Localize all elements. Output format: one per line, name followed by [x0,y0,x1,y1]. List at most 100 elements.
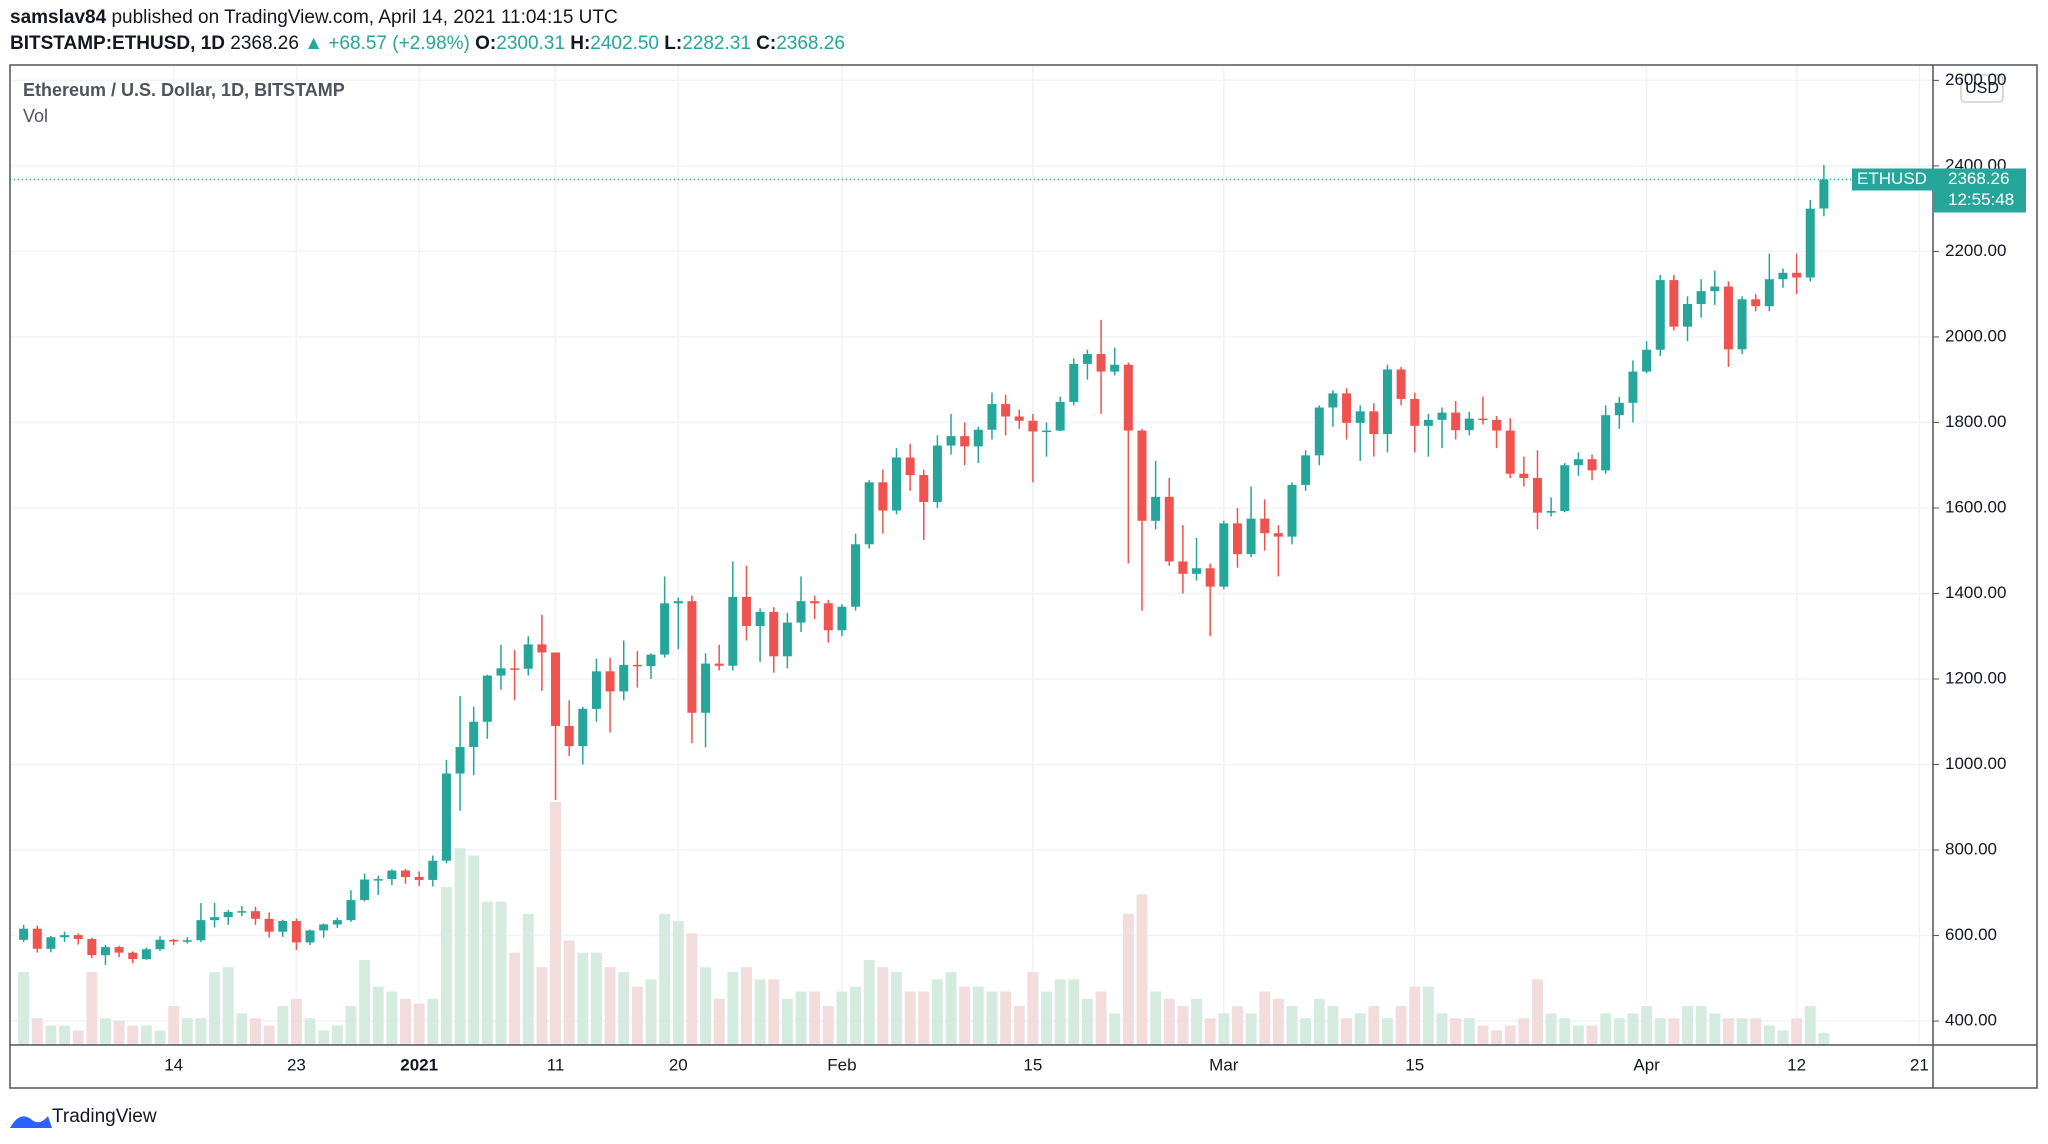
candle-body [373,879,383,881]
candle-body [823,603,833,631]
volume-bar [140,1025,152,1045]
volume-bar [440,887,452,1045]
candle-body [1573,459,1583,466]
x-tick-label: 12 [1787,1055,1806,1074]
candle-body [755,611,765,626]
volume-bar [1409,986,1421,1045]
volume-bar [1818,1032,1830,1045]
volume-bar [1750,1018,1762,1045]
price-tag-value: 2368.26 [1948,169,2009,188]
l: 2282.31 [682,33,751,54]
candle-body [305,930,315,943]
candle-body [646,654,656,667]
volume-bar [604,967,616,1045]
volume-bar [1245,1013,1257,1045]
volume-bar [290,998,302,1045]
volume-bar [850,986,862,1045]
volume-bar [645,979,657,1045]
volume-bar [1682,1006,1693,1045]
y-tick-label: 400.00 [1945,1011,1997,1030]
volume-bar [195,1018,207,1045]
volume-bar [1081,998,1093,1045]
candle-body [1587,459,1597,471]
volume-bar [18,972,30,1045]
candle-body [482,675,492,722]
candle-body [1819,179,1829,209]
volume-bar [1695,1006,1707,1045]
volume-bar [904,991,916,1045]
volume-bar [795,991,807,1045]
candle-body [1532,478,1542,513]
candle-body [1451,412,1461,431]
volume-bar [209,972,221,1045]
currency[interactable]: USD [1965,80,1999,97]
candle-body [1314,407,1324,456]
volume-bar [809,991,821,1045]
candle-body [1151,496,1161,521]
candle-body [1082,354,1092,364]
volume-bar [468,855,480,1045]
volume-bar [536,967,548,1045]
volume-bar [1559,1018,1571,1045]
volume-bar [1204,1018,1216,1045]
volume-bar [1450,1018,1462,1045]
volume-bar [836,991,848,1045]
x-tick-label: Apr [1633,1055,1660,1074]
candle-body [1614,402,1624,416]
candle-body [114,947,124,953]
c: 2368.26 [776,33,845,54]
volume-bar [1095,991,1107,1045]
x-tick-label: Feb [827,1055,856,1074]
candle-body [455,746,465,774]
candle-body [360,879,370,901]
volume-bar [672,921,684,1045]
candle-body [128,952,138,960]
volume-bar [1109,1013,1121,1045]
currency-box[interactable] [1960,74,2004,103]
volume-bar [563,940,575,1045]
volume-bar [413,1003,425,1045]
h-label: H: [570,33,590,54]
candle-body [1042,430,1052,433]
candle-body [905,457,915,476]
candle-body [769,611,779,657]
volume-bar [1382,1018,1393,1045]
candle-body [291,921,301,943]
x-tick-label: 21 [1910,1055,1929,1074]
candle-body [46,937,56,949]
volume-bar [113,1020,125,1045]
plot [10,65,1933,1045]
o-label: O: [475,33,496,54]
candle-body [196,920,206,941]
candle-body [1628,371,1638,403]
volume-bar [1709,1013,1721,1045]
y-tick-label: 800.00 [1945,840,1997,859]
volume-bar [31,1018,43,1045]
candle-body [1601,415,1611,471]
candle-body [1778,272,1788,280]
candle-body [1737,299,1747,350]
volume-bar [236,1013,248,1045]
candle-body [919,475,929,502]
candle-body [428,860,438,880]
candle-body [169,939,179,942]
volume-bar [754,979,766,1045]
volume-bar [1532,979,1543,1045]
volume-bar [1259,991,1271,1045]
volume-bar [168,1006,180,1045]
volume-bar [100,1018,111,1045]
volume-bar [1013,1006,1025,1045]
candle-body [1164,496,1174,562]
candle-body [701,663,711,713]
candle-body [73,935,83,939]
legend-vol: Vol [23,106,48,126]
volume-bar [1286,1006,1298,1045]
candle-body [564,726,574,747]
volume-bar [686,933,698,1045]
candle-body [1723,286,1733,350]
volume-bar [1804,1006,1816,1045]
legend-title: Ethereum / U.S. Dollar, 1D, BITSTAMP [23,80,345,100]
candle-body [1764,279,1774,307]
candle-body [714,663,724,666]
header-line-1: samslav84 published on TradingView.com, … [10,7,618,28]
